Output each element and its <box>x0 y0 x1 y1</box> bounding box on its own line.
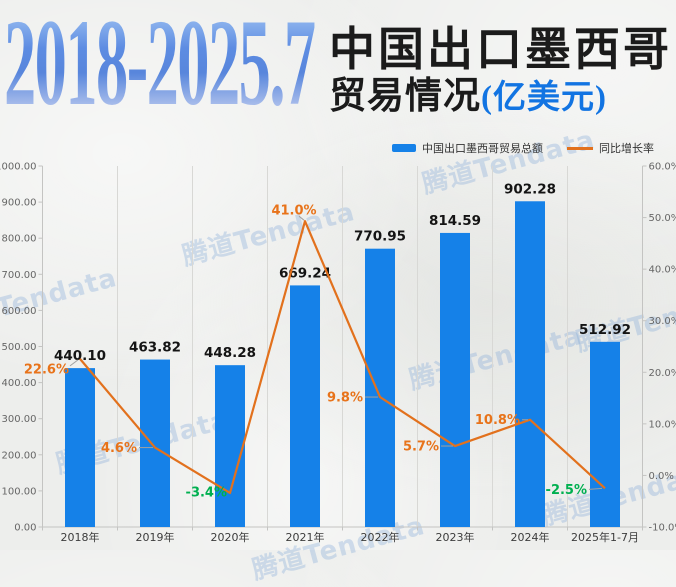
left-axis-tick-label: 600.00 <box>2 306 37 317</box>
trade-value-bar <box>140 360 170 527</box>
x-axis-category-label: 2018年 <box>61 530 100 544</box>
growth-rate-label: 4.6% <box>101 441 137 456</box>
left-axis-tick-label: 300.00 <box>2 414 37 425</box>
bar-value-label: 669.24 <box>279 265 331 281</box>
x-axis-category-label: 2019年 <box>136 530 175 544</box>
growth-rate-label: -3.4% <box>186 485 227 500</box>
right-axis-tick-label: 20.0% <box>649 368 676 379</box>
trade-value-bar <box>65 368 95 527</box>
growth-rate-label: 10.8% <box>475 413 520 428</box>
trade-value-bar <box>440 233 470 527</box>
x-axis-category-label: 2021年 <box>286 530 325 544</box>
trade-value-bar <box>365 249 395 527</box>
x-axis-category-label: 2024年 <box>511 530 550 544</box>
left-axis-tick-label: 200.00 <box>2 450 37 461</box>
growth-rate-label: -2.5% <box>546 483 587 498</box>
right-axis-tick-label: 10.0% <box>649 419 676 430</box>
right-axis-tick-label: 30.0% <box>649 316 676 327</box>
left-axis-tick-label: 800.00 <box>2 234 37 245</box>
bar-value-label: 463.82 <box>129 340 181 356</box>
right-axis-tick-label: 60.0% <box>649 162 676 173</box>
bar-value-label: 814.59 <box>429 213 481 229</box>
trade-value-bar <box>515 201 545 527</box>
growth-rate-label: 5.7% <box>403 440 439 455</box>
bar-value-label: 770.95 <box>354 229 406 245</box>
right-axis-tick-label: 40.0% <box>649 265 676 276</box>
right-axis-tick-label: -10.0% <box>649 523 676 534</box>
trade-chart-canvas: 0.00 100.00 200.00 300.00 400.00 500.00 600.00… <box>0 0 676 550</box>
trade-value-bar <box>215 365 245 527</box>
infographic-page: { "header": { "range": "2018-2025.7", "t… <box>0 0 676 550</box>
bar-value-label: 448.28 <box>204 345 256 361</box>
growth-rate-label: 22.6% <box>24 362 69 377</box>
growth-rate-label: 9.8% <box>327 391 363 406</box>
left-axis-tick-label: 0.00 <box>14 523 36 534</box>
left-axis-tick-label: 400.00 <box>2 378 37 389</box>
right-axis-tick-label: 0.0% <box>649 471 674 482</box>
left-axis-tick-label: 100.00 <box>2 486 37 497</box>
x-axis-category-label: 2023年 <box>436 530 475 544</box>
left-axis-tick-label: 700.00 <box>2 270 37 281</box>
trade-value-bar <box>290 285 320 527</box>
left-axis-tick-label: 1000.00 <box>0 162 37 173</box>
x-axis-category-label: 2025年1-7月 <box>571 530 639 544</box>
bar-value-label: 902.28 <box>504 181 556 197</box>
left-axis-tick-label: 900.00 <box>2 198 37 209</box>
x-axis-category-label: 2020年 <box>211 530 250 544</box>
bar-value-label: 512.92 <box>579 322 631 338</box>
trade-value-bar <box>590 342 620 527</box>
right-axis-tick-label: 50.0% <box>649 213 676 224</box>
x-axis-category-label: 2022年 <box>361 530 400 544</box>
growth-rate-label: 41.0% <box>271 204 316 219</box>
left-axis-tick-label: 500.00 <box>2 342 37 353</box>
